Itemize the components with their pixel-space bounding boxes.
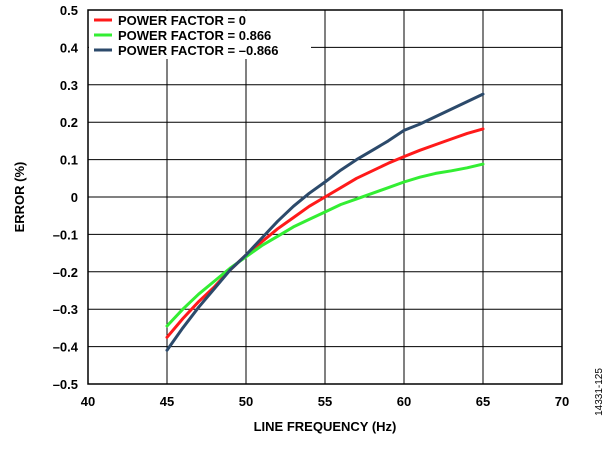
y-tick-label: –0.3 [53,302,78,317]
legend-background [89,11,311,59]
series-line-2 [165,162,485,328]
x-tick-label: 45 [160,394,174,409]
tick-labels: 40 45 50 55 60 65 70 –0.5 –0.4 –0.3 –0.2 –0.1 0 0.1 0.… [53,3,570,409]
y-tick-label: 0.4 [60,40,79,55]
series-lines [165,92,485,352]
y-axis-title: ERROR (%) [12,162,27,233]
figure-id: 14331-125 [594,368,605,416]
y-tick-label: 0.3 [60,78,78,93]
y-tick-label: 0.2 [60,115,78,130]
x-tick-label: 65 [476,394,490,409]
y-tick-label: –0.2 [53,265,78,280]
series-line-3 [165,92,485,352]
y-tick-label: 0.1 [60,153,78,168]
x-tick-label: 60 [397,394,411,409]
y-tick-label: –0.4 [53,340,79,355]
x-tick-label: 55 [318,394,332,409]
y-tick-label: 0.5 [60,3,78,18]
x-axis-title: LINE FREQUENCY (Hz) [254,419,397,434]
y-tick-label: –0.5 [53,377,78,392]
x-tick-label: 40 [81,394,95,409]
plot-frame [87,9,563,385]
y-tick-label: –0.1 [53,227,78,242]
y-tick-label: 0 [71,190,78,205]
legend-label-1: POWER FACTOR = 0 [118,13,246,28]
x-tick-label: 50 [239,394,253,409]
legend-label-2: POWER FACTOR = 0.866 [118,28,271,43]
legend-label-3: POWER FACTOR = –0.866 [118,43,279,58]
x-tick-label: 70 [555,394,569,409]
